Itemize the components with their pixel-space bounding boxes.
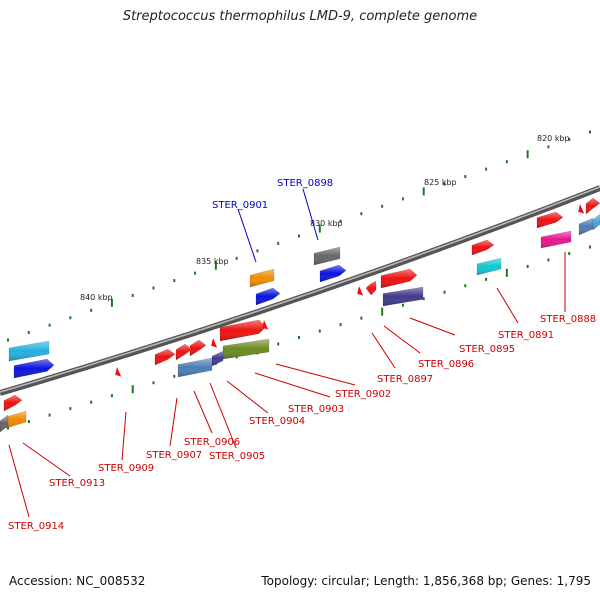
gene-arrow[interactable]	[380, 268, 418, 289]
gene-arrow[interactable]	[578, 204, 585, 214]
gene-arrow[interactable]	[357, 286, 364, 296]
locus-label[interactable]: STER_0902	[335, 389, 391, 400]
locus-label[interactable]: STER_0914	[8, 521, 64, 532]
gene-box[interactable]	[476, 257, 502, 276]
scale-label: 835 kbp	[196, 257, 229, 266]
leader-line	[169, 397, 178, 447]
topology-summary: Topology: circular; Length: 1,856,368 bp…	[261, 574, 591, 588]
leader-line	[496, 287, 519, 324]
gene-box[interactable]	[5, 410, 27, 429]
gene-box[interactable]	[0, 414, 9, 433]
gene-box[interactable]	[382, 286, 424, 307]
locus-label[interactable]: STER_0904	[249, 416, 305, 427]
locus-label[interactable]: STER_0901	[212, 200, 268, 211]
leader-line	[409, 317, 456, 336]
locus-label[interactable]: STER_0891	[498, 330, 554, 341]
genome-backbone-highlight	[0, 186, 600, 393]
leader-line	[22, 442, 71, 477]
gene-box[interactable]	[177, 357, 213, 378]
scale-label: 840 kbp	[80, 293, 113, 302]
scale-label: 825 kbp	[424, 178, 457, 187]
gene-arrow[interactable]	[536, 211, 564, 229]
gene-box[interactable]	[313, 246, 341, 266]
leader-line	[275, 363, 356, 386]
leader-line	[193, 390, 213, 434]
gene-box[interactable]	[8, 340, 50, 362]
gene-arrow[interactable]	[255, 287, 281, 306]
gene-arrow[interactable]	[175, 343, 193, 361]
map-title: Streptococcus thermophilus LMD-9, comple…	[122, 9, 478, 24]
gene-arrow[interactable]	[585, 197, 600, 215]
leader-line	[121, 411, 127, 461]
locus-label[interactable]: STER_0898	[277, 178, 333, 189]
locus-label[interactable]: STER_0896	[418, 359, 474, 370]
gene-arrow[interactable]	[219, 319, 267, 342]
leader-line	[226, 380, 269, 414]
scale-label: 820 kbp	[537, 134, 570, 143]
locus-label[interactable]: STER_0913	[49, 478, 105, 489]
gene-arrow[interactable]	[365, 280, 377, 296]
gene-arrow[interactable]	[189, 339, 207, 357]
locus-label[interactable]: STER_0897	[377, 374, 433, 385]
leader-line	[8, 444, 30, 518]
locus-label[interactable]: STER_0903	[288, 404, 344, 415]
gene-box[interactable]	[211, 350, 224, 367]
accession-text: Accession: NC_008532	[9, 574, 146, 588]
leader-line	[302, 188, 319, 241]
gene-arrow[interactable]	[13, 358, 55, 379]
gene-arrow[interactable]	[262, 320, 269, 330]
gene-arrow[interactable]	[3, 394, 23, 412]
gene-box[interactable]	[222, 338, 270, 360]
locus-label[interactable]: STER_0906	[184, 437, 240, 448]
locus-label[interactable]: STER_0907	[146, 450, 202, 461]
locus-label[interactable]: STER_0909	[98, 463, 154, 474]
gene-arrow[interactable]	[115, 367, 122, 377]
gene-arrow[interactable]	[154, 348, 176, 366]
gene-arrow[interactable]	[211, 338, 218, 348]
scale-label: 830 kbp	[310, 219, 343, 228]
gene-arrow[interactable]	[471, 239, 495, 256]
locus-label[interactable]: STER_0895	[459, 344, 515, 355]
locus-label[interactable]: STER_0905	[209, 451, 265, 462]
leader-line	[237, 208, 257, 263]
gene-box[interactable]	[592, 213, 600, 231]
gene-box[interactable]	[578, 217, 594, 236]
gene-box[interactable]	[249, 268, 275, 288]
leader-line	[371, 332, 396, 369]
locus-label[interactable]: STER_0888	[540, 314, 596, 325]
leader-line	[254, 372, 331, 398]
leader-line	[383, 325, 421, 354]
gene-arrow[interactable]	[319, 264, 347, 283]
leader-line	[209, 382, 237, 449]
gene-box[interactable]	[540, 230, 572, 249]
genome-backbone	[0, 185, 600, 396]
